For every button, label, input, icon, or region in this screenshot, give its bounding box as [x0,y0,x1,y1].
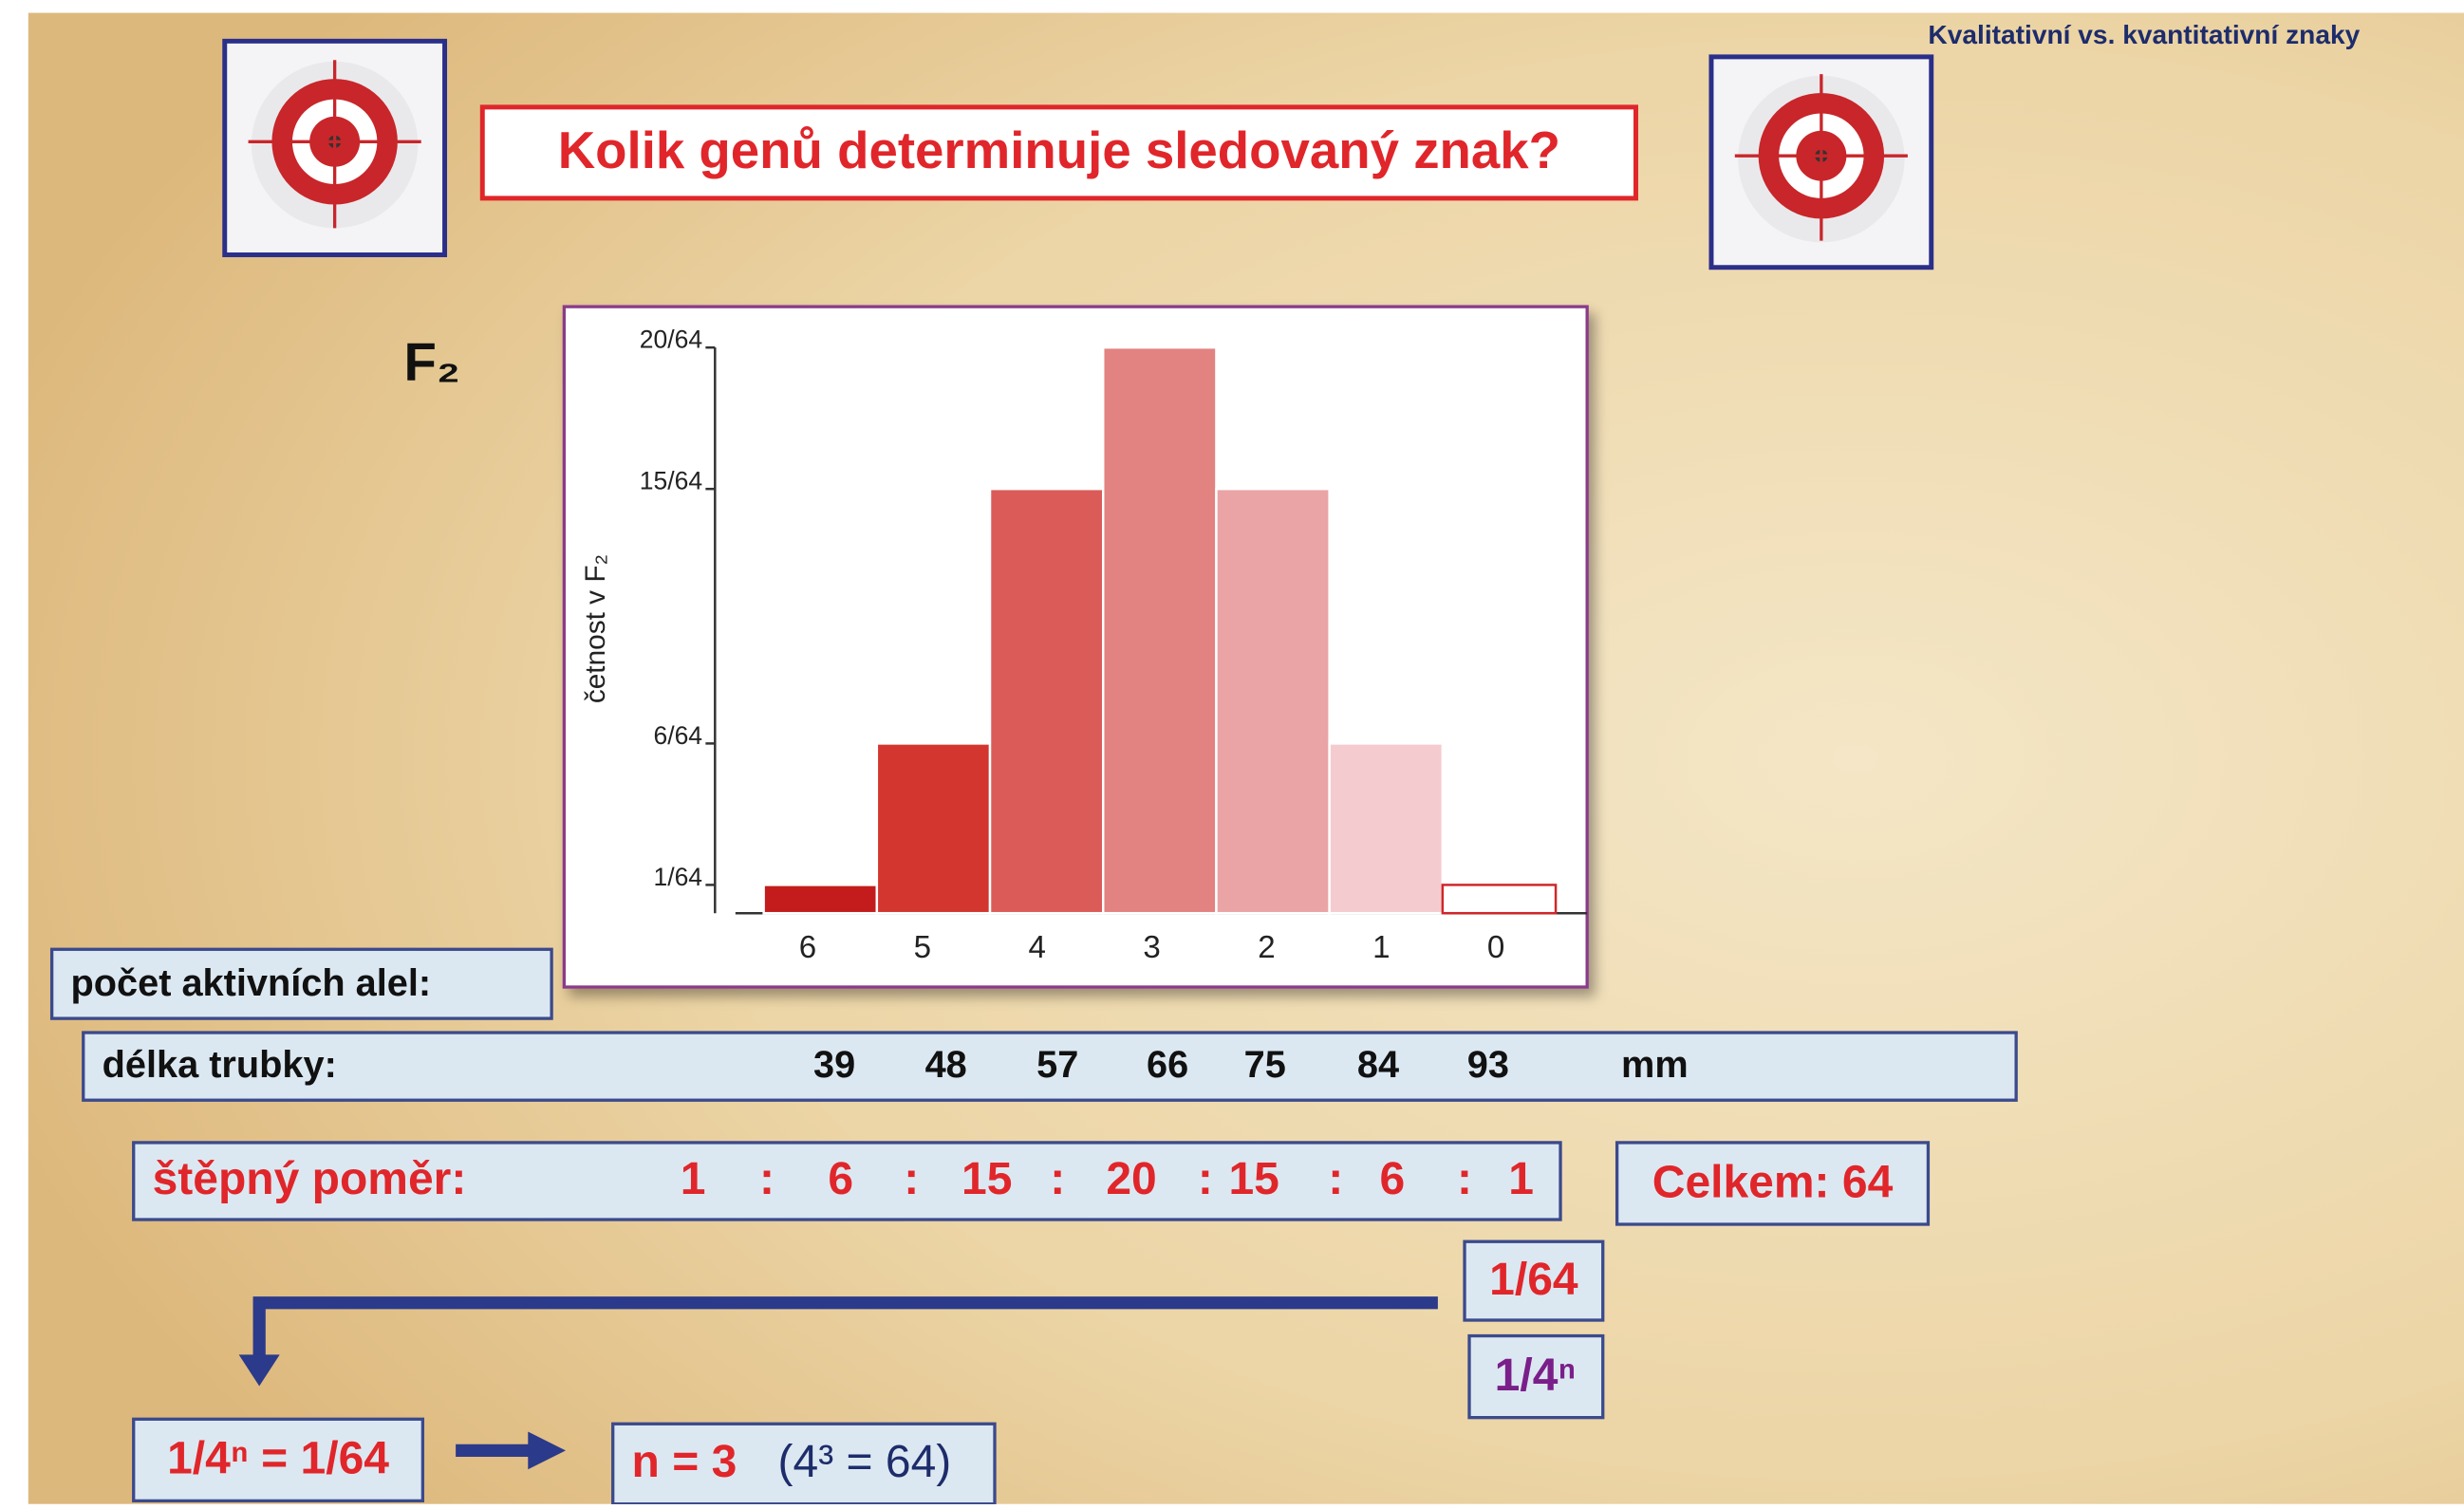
x-tick-label: 6 [799,930,816,965]
arrow-head [528,1431,567,1470]
ratio-part: 15 [1228,1154,1279,1204]
length-value: 48 [925,1044,967,1086]
x-tick-label: 5 [914,930,931,965]
bar [1101,345,1218,915]
chart: 1/64 6/64 15/64 20/64 četnost v F₂ 6 5 4 3 2 1 0 [580,326,1588,965]
x-tick-label: 3 [1143,930,1160,965]
y-tick-label: 6/64 [654,721,703,750]
ratio-part: : [1457,1154,1472,1204]
length-values: 39 48 57 66 75 84 93 [813,1044,1509,1086]
y-tick-label: 1/64 [654,863,703,891]
length-value: 66 [1147,1044,1188,1086]
ratio-part: : [1198,1154,1213,1204]
alleles-box [49,947,553,1020]
target-icon [222,38,448,257]
length-value: 75 [1244,1044,1286,1086]
length-value: 93 [1467,1044,1509,1086]
ratio-part: 15 [961,1154,1012,1204]
ratio-part: : [1050,1154,1065,1204]
ratio-part: : [759,1154,775,1204]
total-box [1615,1141,1931,1226]
total: Celkem: 64 [1652,1157,1894,1207]
ratio-part: : [904,1154,919,1204]
title-box [479,104,1638,201]
ratio-part: 20 [1106,1154,1156,1204]
length-value: 39 [813,1044,855,1086]
check: (4³ = 64) [778,1437,952,1487]
equation: 1/4ⁿ = 1/64 [167,1434,389,1484]
length-value: 57 [1036,1044,1078,1086]
ratio-part: 1 [1508,1154,1534,1204]
ratio-label: štěpný poměr: [153,1154,467,1204]
bar [762,884,879,915]
arrow [252,1296,1438,1365]
ratio-part: 6 [1380,1154,1406,1204]
arrow-head [238,1354,280,1387]
result: n = 3 [632,1437,737,1487]
formula: 1/4ⁿ [1495,1351,1577,1401]
length-value: 84 [1357,1044,1399,1086]
title: Kolik genů determinuje sledovaný znak? [558,121,1560,179]
ratio-box [132,1141,1562,1221]
y-tick-label: 15/64 [640,467,702,495]
header: Kvalitativní vs. kvantitativní znaky [1928,20,2360,49]
alleles-label: počet aktivních alel: [71,962,432,1004]
ratio-values: 1:6:15:20:15:6:1 [681,1154,1534,1204]
bar [1215,487,1331,915]
bar [875,742,992,915]
x-tick-label: 0 [1487,930,1504,965]
fraction-box [1463,1239,1605,1322]
equation-box [132,1417,425,1503]
target-icon [1708,54,1934,270]
length-unit: mm [1621,1044,1689,1086]
generation-label: F₂ [403,332,459,392]
formula-box [1467,1333,1605,1420]
length-label: délka trubky: [103,1044,337,1086]
bar [988,487,1105,915]
x-tick-label: 2 [1258,930,1275,965]
bar [1441,884,1558,915]
x-tick-label: 4 [1028,930,1045,965]
y-axis-label: četnost v F₂ [580,554,611,703]
ratio-part: : [1328,1154,1343,1204]
ratio-part: 6 [828,1154,853,1204]
ratio-part: 1 [681,1154,706,1204]
bar [1328,742,1445,915]
fraction: 1/64 [1489,1255,1578,1305]
length-box [82,1031,2018,1102]
x-tick-label: 1 [1372,930,1390,965]
y-tick-label: 20/64 [640,326,702,354]
